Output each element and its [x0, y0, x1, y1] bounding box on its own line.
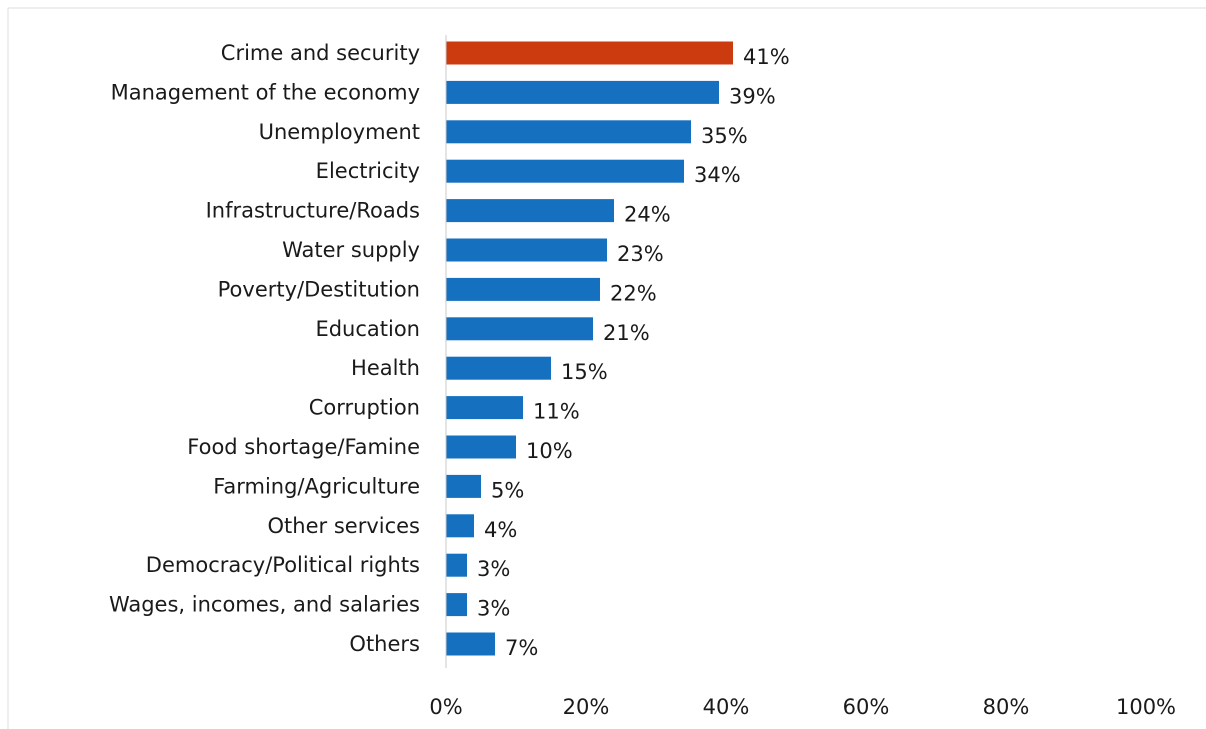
bar — [446, 41, 733, 65]
category-label: Democracy/Political rights — [146, 553, 420, 577]
bar — [446, 632, 495, 656]
category-label: Other services — [268, 514, 420, 538]
value-label: 5% — [491, 478, 524, 502]
bar — [446, 120, 691, 144]
category-labels-group: Crime and security Management of the econ… — [109, 41, 420, 656]
value-label: 15% — [561, 360, 608, 384]
value-label: 10% — [526, 439, 573, 463]
category-label: Poverty/Destitution — [218, 277, 420, 301]
bar — [446, 80, 719, 104]
category-label: Infrastructure/Roads — [206, 199, 420, 223]
value-label: 34% — [694, 163, 741, 187]
bar — [446, 514, 474, 538]
chart-border — [7, 7, 1206, 729]
value-label: 24% — [624, 203, 671, 227]
bar — [446, 317, 593, 341]
value-label: 39% — [729, 84, 776, 108]
bar — [446, 553, 467, 577]
x-tick-label: 20% — [563, 695, 610, 719]
category-label: Food shortage/Famine — [187, 435, 420, 459]
category-label: Crime and security — [221, 41, 420, 65]
category-label: Unemployment — [259, 120, 420, 144]
value-label: 23% — [617, 242, 664, 266]
category-label: Management of the economy — [111, 80, 420, 104]
value-label: 21% — [603, 321, 650, 345]
category-label: Education — [315, 317, 420, 341]
bar — [446, 159, 684, 183]
category-label: Health — [351, 356, 420, 380]
category-label: Wages, incomes, and salaries — [109, 593, 420, 617]
category-label: Farming/Agriculture — [213, 474, 420, 498]
x-tick-labels-group: 0% 20% 40% 60% 80% 100% — [429, 695, 1176, 719]
bar — [446, 238, 607, 262]
value-labels-group: 41% 39% 35% 34% 24% 23% 22% 21% 15% 11% 10%5% 4% 3% 3… — [477, 45, 790, 660]
bar — [446, 435, 516, 459]
value-label: 3% — [477, 557, 510, 581]
x-tick-label: 80% — [983, 695, 1030, 719]
bars-group — [446, 41, 733, 656]
bar — [446, 356, 551, 380]
x-tick-label: 40% — [703, 695, 750, 719]
value-label: 11% — [533, 400, 580, 424]
bar — [446, 396, 523, 420]
value-label: 4% — [484, 518, 517, 542]
bar — [446, 474, 481, 498]
category-label: Electricity — [316, 159, 420, 183]
bar — [446, 199, 614, 223]
value-label: 22% — [610, 281, 657, 305]
bar — [446, 277, 600, 301]
value-label: 41% — [743, 45, 790, 69]
value-label: 7% — [505, 636, 538, 660]
x-tick-label: 100% — [1116, 695, 1176, 719]
value-label: 35% — [701, 124, 748, 148]
x-tick-label: 60% — [843, 695, 890, 719]
bar — [446, 593, 467, 617]
category-label: Corruption — [309, 396, 420, 420]
x-tick-label: 0% — [429, 695, 462, 719]
value-label: 3% — [477, 597, 510, 621]
category-label: Others — [349, 632, 420, 656]
category-label: Water supply — [282, 238, 420, 262]
